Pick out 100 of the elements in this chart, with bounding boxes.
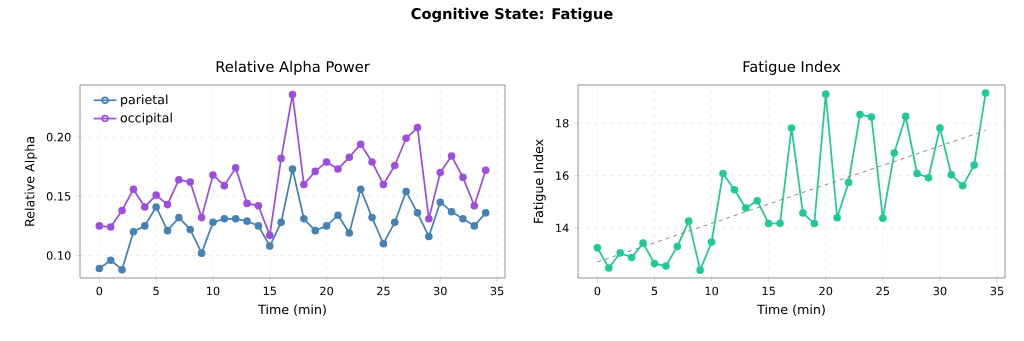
point (322, 222, 331, 230)
point (470, 201, 479, 210)
point (684, 217, 693, 225)
point (390, 218, 399, 227)
y-tick-label: 0.15 (46, 192, 71, 201)
x-tick-label: 30 (933, 286, 947, 296)
point (288, 90, 297, 99)
point (334, 165, 342, 173)
point (197, 249, 206, 257)
point (254, 201, 263, 210)
point (231, 214, 240, 223)
x-tick-label: 0 (594, 286, 601, 296)
x-tick-label: 10 (207, 286, 220, 296)
point (186, 178, 195, 186)
x-axis-title: Time (min) (757, 304, 825, 316)
point (129, 185, 138, 193)
y-tick-label: 14 (556, 223, 569, 233)
point (673, 242, 682, 251)
point (936, 124, 944, 132)
point (981, 89, 990, 97)
x-tick-label: 15 (762, 286, 775, 296)
x-tick-label: 25 (876, 286, 890, 296)
legend-label: parietal (121, 94, 168, 107)
point (924, 173, 933, 182)
point (140, 222, 149, 230)
point (481, 166, 490, 175)
point (345, 229, 354, 237)
x-tick-label: 25 (377, 286, 390, 296)
text: Cognitive State: Fatigue (411, 7, 613, 23)
point (311, 226, 320, 235)
point (627, 253, 636, 262)
point (958, 182, 967, 190)
point (288, 165, 297, 173)
point (913, 169, 921, 178)
point (311, 167, 320, 176)
chart-title: Relative Alpha Power (216, 60, 370, 75)
point (186, 225, 195, 234)
y-axis-title: Relative Alpha (24, 137, 37, 226)
point (254, 222, 263, 230)
point (459, 214, 467, 223)
point (436, 168, 445, 177)
point (118, 265, 126, 274)
x-tick-label: 0 (96, 286, 103, 296)
point (152, 191, 160, 199)
point (447, 152, 456, 160)
point (730, 185, 739, 194)
legend-label: occipital (120, 112, 172, 125)
point (265, 242, 274, 250)
point (947, 171, 956, 179)
point (810, 219, 819, 228)
y-tick-label: 16 (556, 171, 569, 180)
point (787, 124, 796, 132)
point (413, 209, 422, 217)
point (163, 200, 172, 209)
point (231, 164, 240, 172)
point (867, 113, 876, 121)
point (390, 161, 399, 170)
point (481, 209, 490, 217)
point (243, 217, 251, 225)
point (322, 158, 331, 166)
point (776, 219, 784, 228)
point (844, 178, 853, 187)
point (402, 187, 410, 196)
point (696, 266, 704, 274)
point (368, 213, 376, 222)
point (95, 264, 104, 273)
point (129, 228, 138, 236)
point (140, 203, 149, 211)
point (118, 206, 126, 215)
point (593, 244, 602, 252)
point (402, 134, 410, 143)
point (163, 226, 172, 235)
point (639, 239, 647, 247)
point (833, 213, 841, 222)
point (106, 256, 115, 265)
point (719, 169, 727, 178)
point (470, 222, 479, 230)
point (220, 214, 229, 223)
point (799, 209, 807, 217)
point (447, 207, 456, 216)
point (356, 140, 365, 148)
point (334, 211, 342, 220)
point (95, 222, 104, 230)
point (650, 259, 659, 268)
point (197, 213, 206, 222)
point (413, 123, 422, 132)
point (970, 161, 978, 169)
point (425, 232, 433, 241)
point (152, 203, 160, 211)
point (890, 149, 899, 157)
x-tick-label: 35 (490, 286, 504, 296)
point (662, 262, 670, 270)
y-tick-label: 18 (556, 118, 569, 128)
x-tick-label: 20 (819, 286, 833, 296)
x-tick-label: 5 (153, 286, 159, 296)
x-tick-label: 30 (433, 286, 447, 296)
point (379, 180, 388, 189)
x-tick-label: 20 (320, 286, 334, 296)
point (345, 153, 354, 162)
point (459, 173, 467, 182)
